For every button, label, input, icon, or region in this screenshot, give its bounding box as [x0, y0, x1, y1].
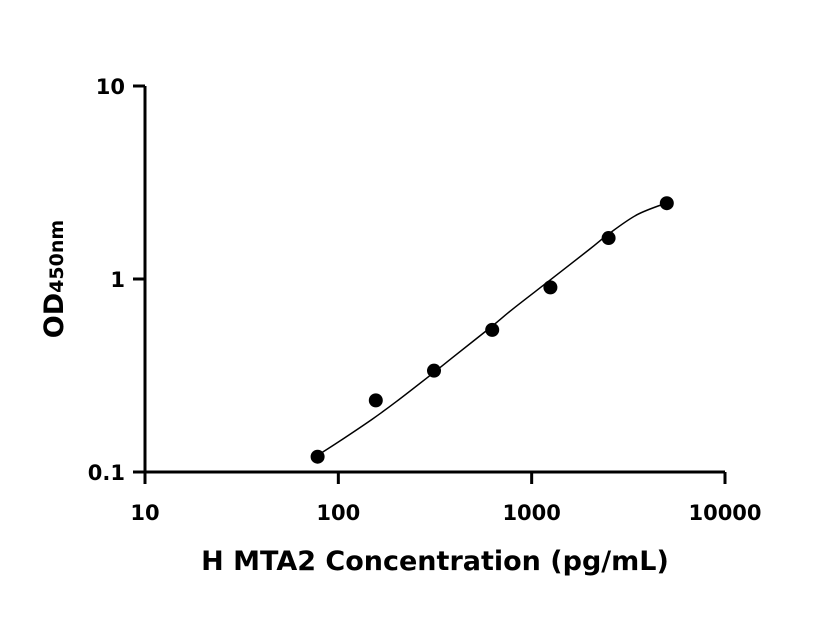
y-axis-title-main: OD	[39, 293, 70, 338]
data-points	[310, 196, 674, 464]
y-tick-label: 0.1	[88, 461, 125, 485]
x-tick-label: 10	[130, 501, 159, 525]
data-point	[543, 280, 558, 295]
data-point	[485, 322, 500, 337]
data-point	[427, 363, 442, 378]
axes	[143, 86, 725, 474]
y-ticks: 0.1 1 10	[88, 75, 145, 485]
x-tick-label: 100	[316, 501, 360, 525]
x-tick-label: 10000	[688, 501, 761, 525]
y-tick-label: 1	[110, 268, 125, 292]
x-tick-label: 1000	[502, 501, 560, 525]
x-ticks: 10 100 1000 10000	[130, 472, 762, 525]
data-point	[601, 231, 616, 246]
y-tick-label: 10	[96, 75, 125, 99]
data-point	[659, 196, 674, 211]
x-axis-title: H MTA2 Concentration (pg/mL)	[201, 546, 669, 577]
y-axis-title-sub: 450nm	[46, 220, 68, 293]
data-point	[368, 393, 383, 408]
y-axis-title: OD450nm	[39, 220, 70, 338]
data-point	[310, 449, 325, 464]
